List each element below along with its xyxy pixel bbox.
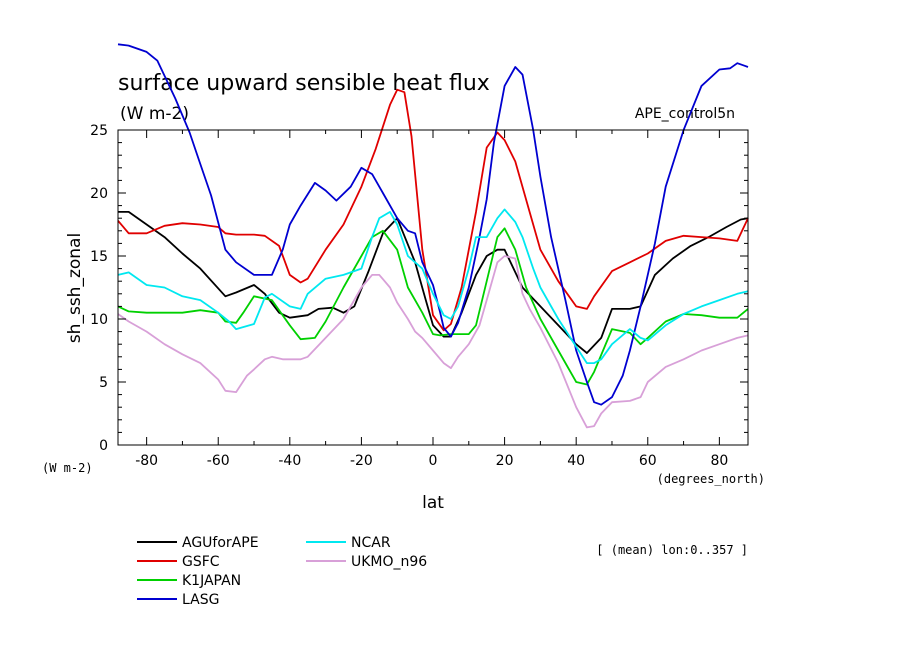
series-layer — [117, 43, 749, 429]
y-tick-label: 5 — [99, 375, 108, 391]
legend-label: AGUforAPE — [182, 535, 259, 551]
x-tick-label: 0 — [429, 453, 438, 469]
series-line-aguforape — [118, 210, 749, 354]
y-tick-label: 25 — [90, 123, 108, 139]
x-tick-label: -60 — [207, 453, 230, 469]
y-axis-units: (W m-2) — [42, 461, 93, 475]
x-axis-label: lat — [422, 493, 444, 513]
series-line-ncar — [117, 208, 749, 365]
y-axis-label: sh_ssh_zonal — [65, 233, 85, 343]
x-tick-label: -80 — [135, 453, 158, 469]
x-axis-units: (degrees_north) — [657, 472, 765, 486]
series-line-k1japan — [117, 227, 749, 386]
y-tick-label: 15 — [90, 249, 108, 265]
y-tick-label: 10 — [90, 312, 108, 328]
legend: AGUforAPE GSFC K1JAPAN LASG NCAR UKMO_n96 — [137, 535, 427, 608]
x-tick-label: 80 — [710, 453, 728, 469]
x-tick-label: 20 — [496, 453, 514, 469]
chart-units: (W m-2) — [120, 104, 189, 124]
mean-annotation: [ (mean) lon:0..357 ] — [596, 543, 748, 557]
legend-label: GSFC — [182, 554, 220, 570]
legend-label: UKMO_n96 — [351, 554, 427, 570]
experiment-label: APE_control5n — [635, 106, 735, 122]
x-tick-label: -20 — [350, 453, 373, 469]
legend-label: K1JAPAN — [182, 573, 241, 589]
legend-label: LASG — [182, 592, 219, 608]
ticks-layer: 0 5 10 15 20 25 -80 -60 -40 -20 0 20 40 60 80 — [90, 123, 748, 469]
series-line-ukmo_n96 — [117, 255, 749, 429]
y-tick-label: 0 — [99, 438, 108, 454]
series-line-lasg — [117, 43, 749, 406]
x-tick-label: 60 — [639, 453, 657, 469]
y-tick-label: 20 — [90, 186, 108, 202]
legend-label: NCAR — [351, 535, 391, 551]
x-tick-label: 40 — [567, 453, 585, 469]
chart-title: surface upward sensible heat flux — [118, 71, 490, 96]
x-tick-label: -40 — [278, 453, 301, 469]
